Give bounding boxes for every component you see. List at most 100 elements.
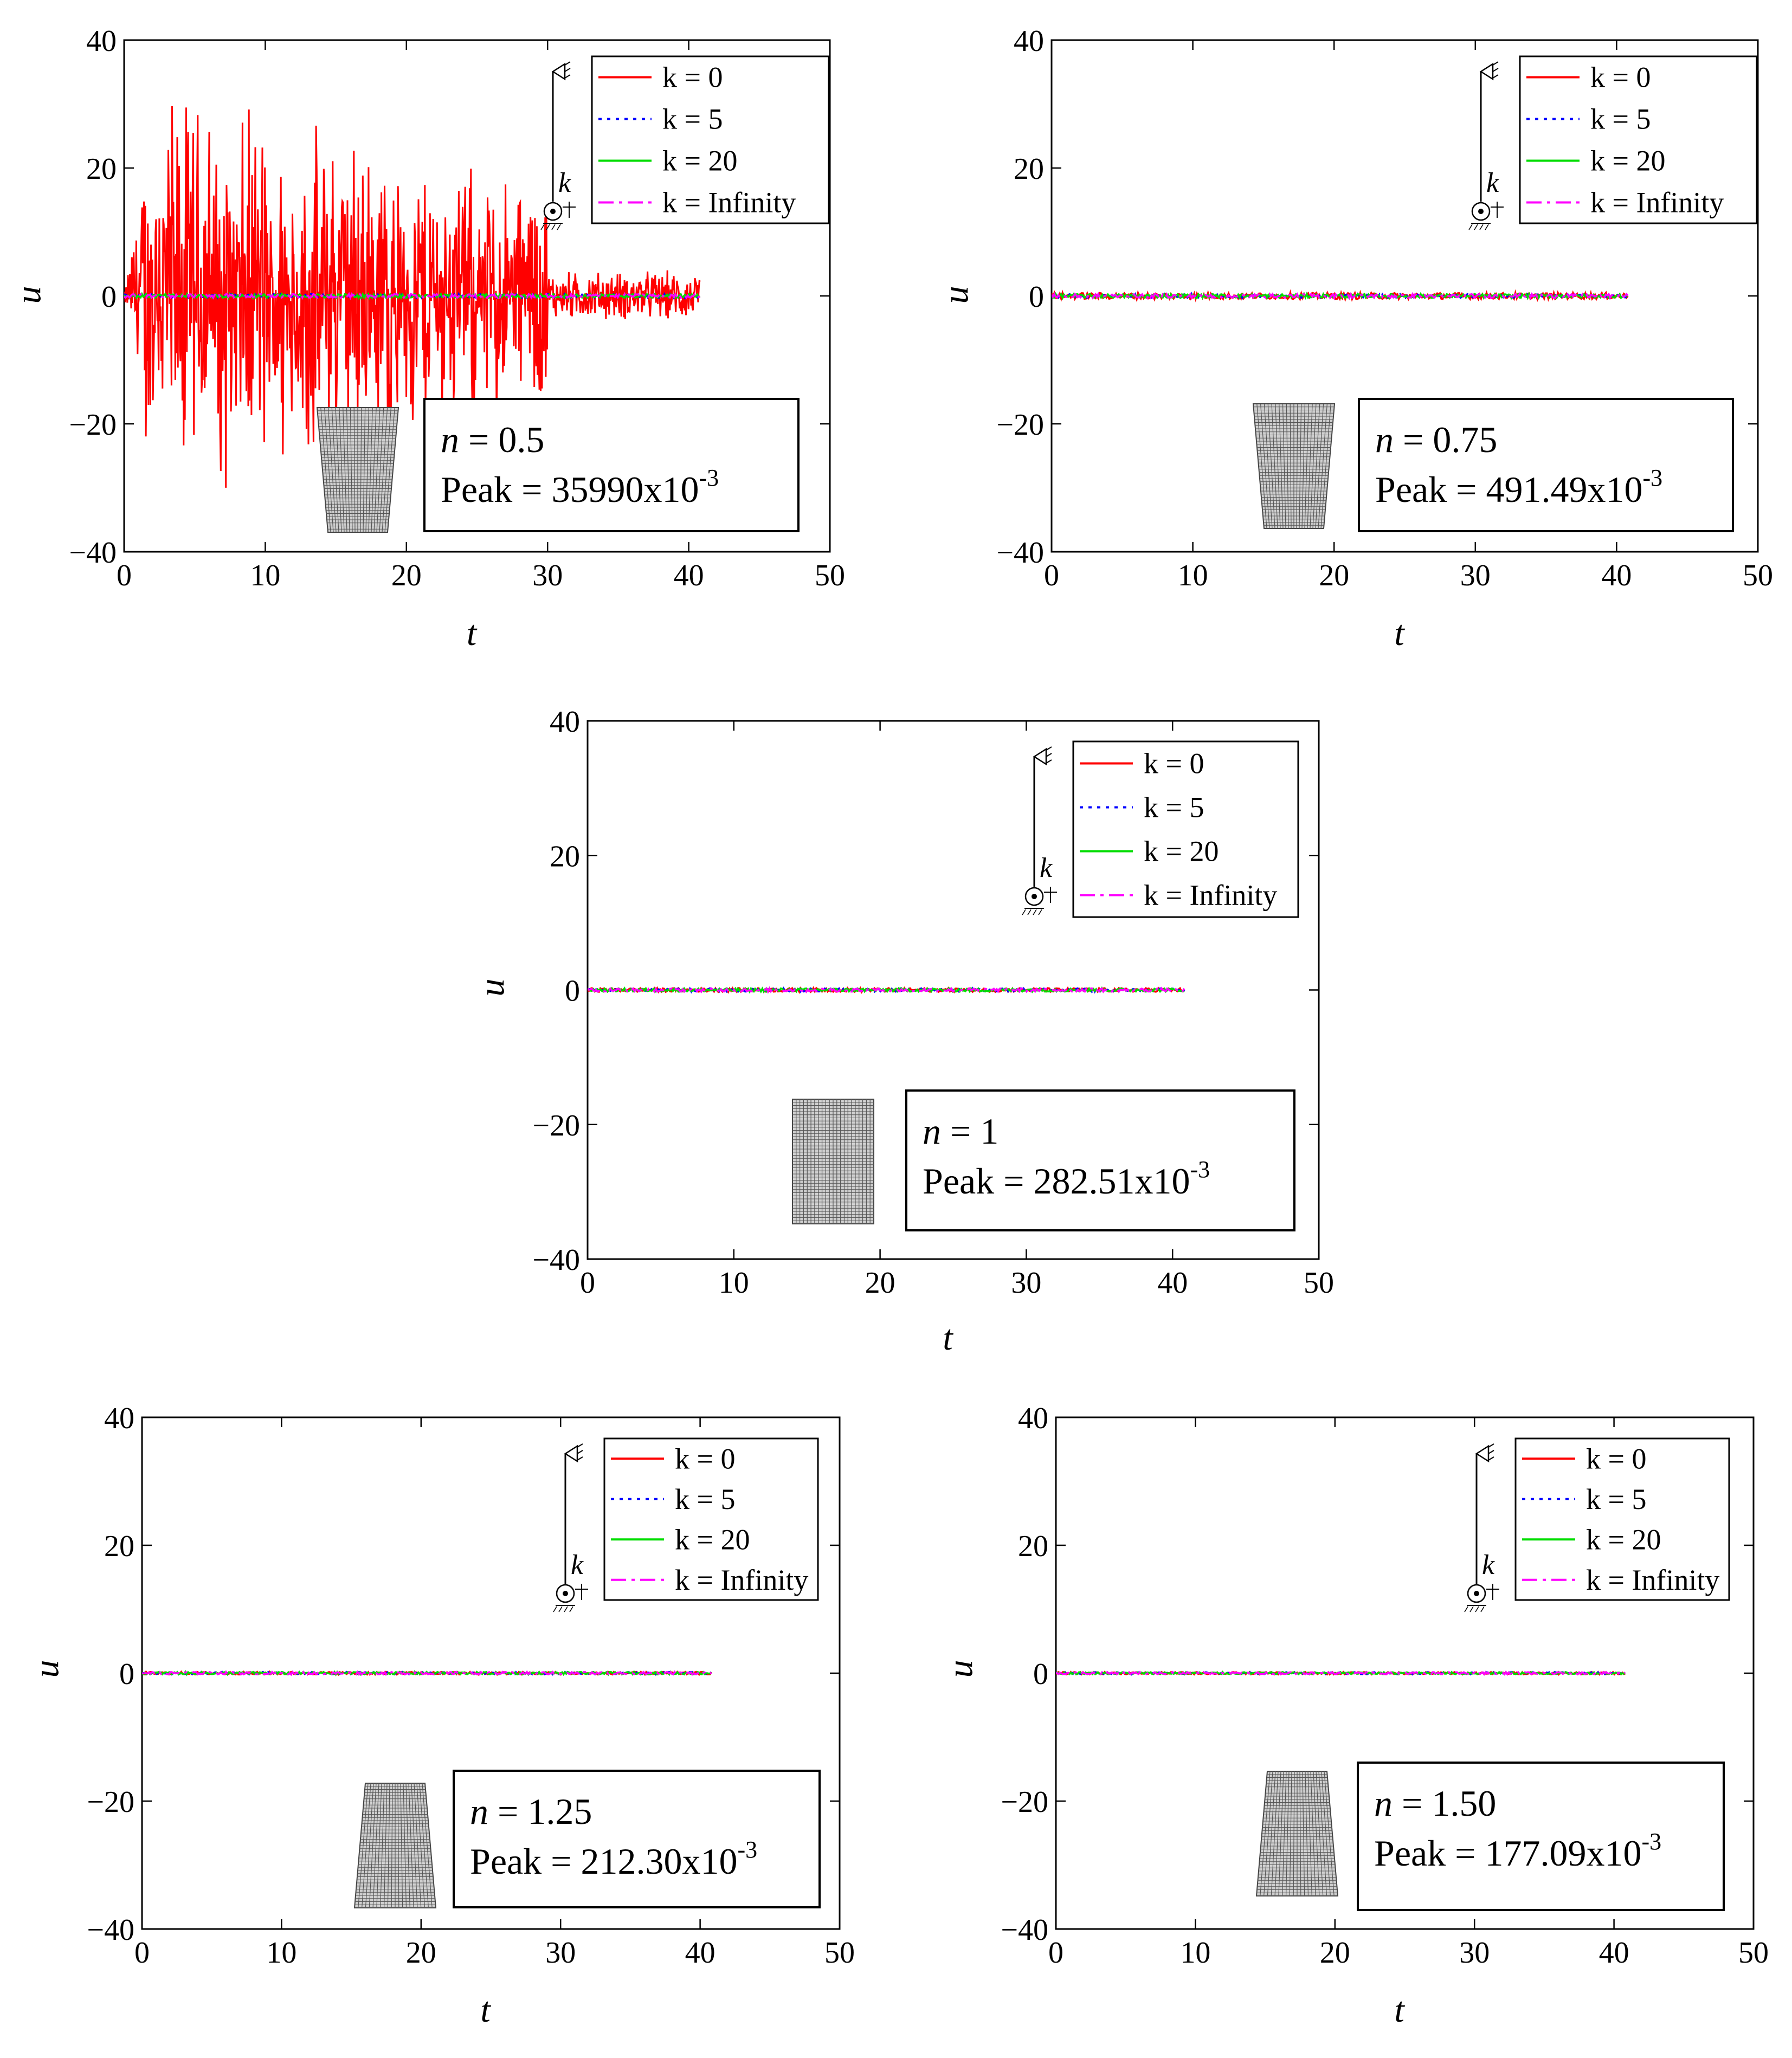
hatch bbox=[1488, 1456, 1494, 1461]
cantilever-support-icon: k bbox=[540, 61, 576, 230]
series-line-k-20 bbox=[124, 292, 701, 300]
chart-panel-5: 0 10 20 30 40 50 −40 −20 0 20 40 u t k = 0 k = 5 k = 20… bbox=[940, 1402, 1769, 2030]
x-tick-label: 50 bbox=[824, 1936, 855, 1970]
y-axis-label: u bbox=[940, 1660, 980, 1678]
legend-entry-label: k = Infinity bbox=[1144, 879, 1277, 912]
y-tick-label: 20 bbox=[86, 152, 117, 186]
info-n-symbol: n bbox=[1375, 419, 1394, 460]
y-tick-label: −20 bbox=[532, 1109, 580, 1143]
chart-panel-2: 0 10 20 30 40 50 −40 −20 0 20 40 u t k = 0 k = 5 k = 20… bbox=[936, 24, 1773, 653]
hatch bbox=[577, 1456, 583, 1461]
info-peak-prefix: Peak = bbox=[441, 469, 552, 510]
legend-box bbox=[591, 55, 830, 224]
pin-support bbox=[564, 1444, 578, 1463]
info-box-frame bbox=[423, 398, 800, 532]
y-tick-label: 40 bbox=[86, 24, 117, 58]
cross-section-mesh-icon bbox=[316, 407, 399, 533]
y-tick-label: −20 bbox=[1001, 1785, 1048, 1819]
info-n-value: = 1 bbox=[941, 1111, 998, 1152]
legend-box bbox=[1072, 740, 1299, 918]
x-tick-label: 50 bbox=[1304, 1266, 1334, 1300]
y-tick-label: 0 bbox=[101, 280, 117, 314]
hatch bbox=[1485, 224, 1489, 230]
series-line-k-infinity bbox=[1056, 1670, 1626, 1676]
y-tick-label: 40 bbox=[1014, 24, 1044, 58]
legend-entry-label: k = 0 bbox=[662, 61, 723, 94]
hatch bbox=[1464, 1606, 1468, 1612]
x-axis-label: t bbox=[1394, 1990, 1405, 2030]
info-peak-exponent: -3 bbox=[1643, 464, 1663, 491]
info-box-frame bbox=[905, 1089, 1295, 1231]
y-axis-label: u bbox=[9, 286, 48, 304]
y-tick-label: 0 bbox=[119, 1657, 134, 1691]
legend-entry-label: k = 5 bbox=[675, 1483, 735, 1515]
x-tick-label: 0 bbox=[134, 1936, 150, 1970]
cross-section-mesh-icon bbox=[353, 1783, 437, 1908]
y-axis-label: u bbox=[27, 1660, 66, 1678]
hatch bbox=[564, 1606, 568, 1612]
roller-pin bbox=[1032, 894, 1037, 899]
hatch bbox=[1468, 224, 1473, 230]
hatch bbox=[1038, 909, 1042, 915]
series-group bbox=[1056, 1670, 1626, 1676]
series-group bbox=[124, 106, 701, 488]
info-peak-value: 491.49x10 bbox=[1486, 469, 1643, 510]
legend: k = 0 k = 5 k = 20 k = Infinity bbox=[591, 55, 830, 224]
y-tick-label: −40 bbox=[69, 536, 117, 570]
hatch bbox=[558, 1606, 563, 1612]
y-tick-label: 20 bbox=[550, 840, 580, 873]
info-n-symbol: n bbox=[470, 1791, 488, 1832]
cantilever-support-icon: k bbox=[1022, 746, 1057, 915]
x-axis-label: t bbox=[480, 1990, 491, 2030]
x-tick-label: 0 bbox=[1048, 1936, 1063, 1970]
info-peak-line: Peak = 35990x10-3 bbox=[441, 464, 719, 510]
legend-entry-label: k = 20 bbox=[1586, 1523, 1661, 1556]
info-peak-exponent: -3 bbox=[738, 1836, 758, 1863]
legend-entry-label: k = 20 bbox=[662, 145, 737, 177]
y-tick-label: 40 bbox=[104, 1402, 134, 1435]
x-tick-label: 50 bbox=[1738, 1936, 1769, 1970]
hatch bbox=[1480, 1606, 1485, 1612]
hatch bbox=[1474, 224, 1478, 230]
y-tick-label: −40 bbox=[1001, 1913, 1048, 1947]
y-axis-label: u bbox=[472, 979, 512, 997]
cantilever-support-icon: k bbox=[1468, 61, 1504, 230]
hatch bbox=[1469, 1606, 1474, 1612]
info-peak-value: 35990x10 bbox=[552, 469, 699, 510]
support-k-label: k bbox=[1482, 1550, 1495, 1580]
series-line-k-infinity bbox=[142, 1670, 712, 1676]
info-peak-prefix: Peak = bbox=[1375, 469, 1486, 510]
cantilever-support-icon: k bbox=[553, 1443, 588, 1612]
hatch bbox=[1475, 1606, 1479, 1612]
legend-entry-label: k = 5 bbox=[1144, 791, 1204, 824]
y-tick-label: 20 bbox=[1018, 1530, 1048, 1563]
x-tick-label: 20 bbox=[391, 559, 422, 592]
y-tick-label: 40 bbox=[550, 705, 580, 739]
info-n-line: n = 0.5 bbox=[441, 419, 544, 460]
hatch bbox=[1479, 224, 1484, 230]
info-n-value: = 0.75 bbox=[1394, 419, 1497, 460]
hatch bbox=[1488, 1450, 1494, 1454]
cantilever-support-icon: k bbox=[1464, 1443, 1499, 1612]
series-line-k-0 bbox=[1052, 289, 1629, 302]
legend-entry-label: k = 20 bbox=[1590, 145, 1665, 177]
series-group bbox=[588, 986, 1185, 994]
info-peak-value: 212.30x10 bbox=[581, 1841, 738, 1882]
info-n-line: n = 1 bbox=[923, 1111, 998, 1152]
x-tick-label: 10 bbox=[266, 1936, 296, 1970]
x-axis-label: t bbox=[1394, 614, 1405, 653]
legend-entry-label: k = 0 bbox=[1590, 61, 1651, 94]
y-tick-label: −20 bbox=[69, 408, 117, 442]
legend-entry-label: k = 20 bbox=[1144, 835, 1219, 868]
info-peak-line: Peak = 212.30x10-3 bbox=[470, 1836, 757, 1882]
y-tick-label: 0 bbox=[565, 975, 580, 1008]
info-peak-line: Peak = 177.09x10-3 bbox=[1374, 1828, 1661, 1874]
y-tick-label: 40 bbox=[1018, 1402, 1048, 1435]
x-tick-label: 40 bbox=[1157, 1266, 1188, 1300]
info-peak-exponent: -3 bbox=[1642, 1828, 1662, 1855]
legend: k = 0 k = 5 k = 20 k = Infinity bbox=[1072, 740, 1299, 918]
hatch bbox=[1492, 74, 1499, 79]
legend-box bbox=[1519, 55, 1758, 224]
